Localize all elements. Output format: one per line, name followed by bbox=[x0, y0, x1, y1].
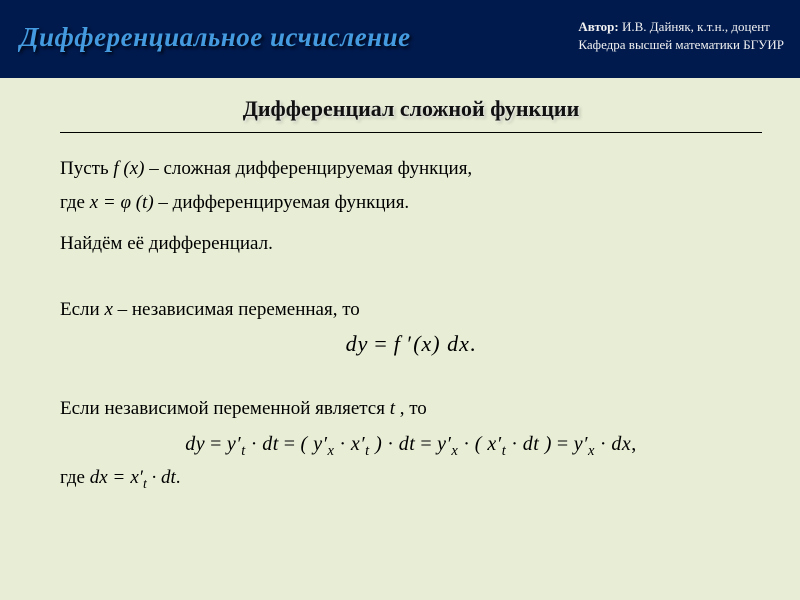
math-t-var: t bbox=[390, 398, 395, 419]
math-dx-eq: dx=x′t · dt. bbox=[90, 467, 181, 488]
author-label: Автор: bbox=[578, 19, 622, 34]
slide-body: Дифференциал сложной функции Пусть f (x)… bbox=[0, 78, 800, 493]
math-x-eq-phi-t: x = φ (t) bbox=[90, 192, 154, 213]
premise-line-2: где x = φ (t) – дифференцируемая функция… bbox=[60, 189, 762, 217]
where-line: где dx=x′t · dt. bbox=[60, 464, 762, 494]
formula-dy-fx: dy=f ′(x) dx. bbox=[60, 331, 762, 357]
author-block: Автор: И.В. Дайняк, к.т.н., доцент Кафед… bbox=[578, 18, 784, 53]
premise-line-1: Пусть f (x) – сложная дифференцируемая ф… bbox=[60, 155, 762, 183]
math-fx: f (x) bbox=[113, 158, 144, 179]
formula-chain: dy=y′t · dt=( y′x · x′t ) · dt=y′x · ( x… bbox=[60, 433, 762, 460]
section-rule bbox=[60, 132, 762, 133]
case-t-line: Если независимой переменной является t ,… bbox=[60, 395, 762, 423]
slide-header: Дифференциальное исчисление Автор: И.В. … bbox=[0, 0, 800, 78]
section-title: Дифференциал сложной функции bbox=[60, 96, 762, 122]
author-line: Автор: И.В. Дайняк, к.т.н., доцент bbox=[578, 18, 784, 36]
case-x-line: Если x – независимая переменная, то bbox=[60, 296, 762, 324]
dept-line: Кафедра высшей математики БГУИР bbox=[578, 36, 784, 54]
math-x-var: x bbox=[104, 299, 112, 320]
main-title: Дифференциальное исчисление bbox=[20, 22, 411, 53]
author-name: И.В. Дайняк, к.т.н., доцент bbox=[622, 19, 770, 34]
task-line: Найдём её дифференциал. bbox=[60, 230, 762, 258]
